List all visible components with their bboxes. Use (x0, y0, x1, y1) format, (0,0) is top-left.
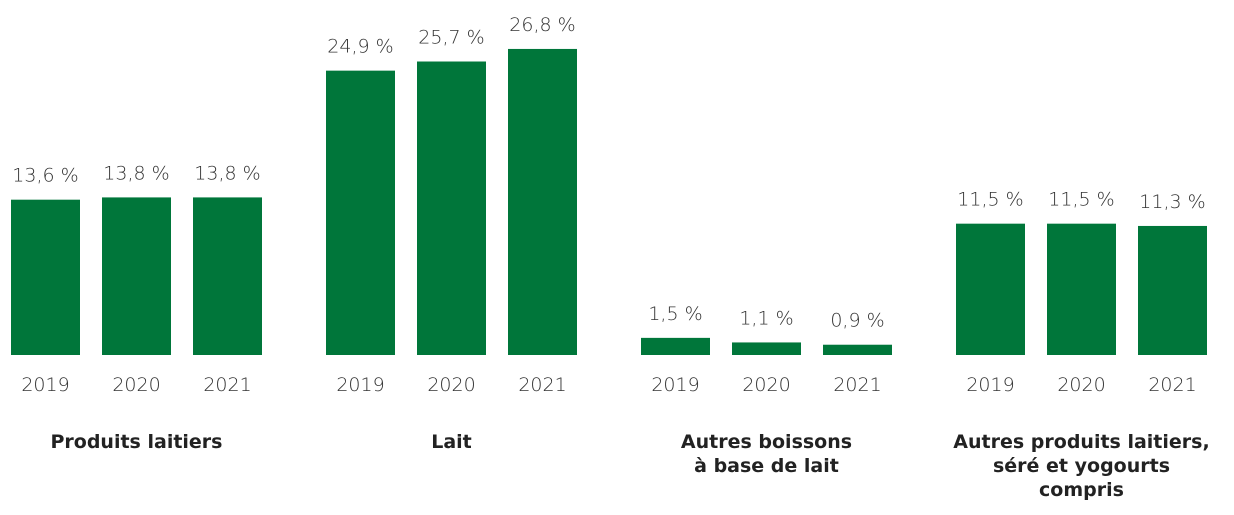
value-label: 13,8 % (194, 162, 260, 184)
category-label: Autres produits laitiers, séré et yogour… (953, 431, 1210, 501)
bar (508, 48, 577, 355)
year-label: 2019 (21, 374, 69, 396)
value-label: 11,5 % (1048, 189, 1114, 211)
bar (326, 70, 395, 355)
bar (823, 344, 892, 355)
year-label: 2021 (1148, 374, 1196, 396)
bar (11, 199, 80, 355)
bar (193, 197, 262, 355)
value-label: 24,9 % (327, 36, 393, 58)
year-label: 2019 (966, 374, 1014, 396)
value-label: 26,8 % (509, 14, 575, 36)
bar (956, 223, 1025, 355)
year-label: 2020 (742, 374, 790, 396)
bar (641, 337, 710, 355)
value-label: 11,5 % (957, 189, 1023, 211)
value-label: 11,3 % (1139, 191, 1205, 213)
year-label: 2020 (427, 374, 475, 396)
value-label: 1,1 % (739, 307, 793, 329)
year-label: 2019 (651, 374, 699, 396)
category-label: Produits laitiers (50, 431, 223, 453)
value-label: 25,7 % (418, 27, 484, 49)
bar (1138, 225, 1207, 355)
bar (732, 342, 801, 355)
year-label: 2019 (336, 374, 384, 396)
bar (1047, 223, 1116, 355)
value-label: 13,6 % (12, 165, 78, 187)
category-label: Lait (431, 431, 472, 453)
value-label: 1,5 % (648, 303, 702, 325)
value-label: 0,9 % (830, 310, 884, 332)
year-label: 2020 (112, 374, 160, 396)
value-label: 13,8 % (103, 162, 169, 184)
year-label: 2021 (518, 374, 566, 396)
year-label: 2020 (1057, 374, 1105, 396)
year-label: 2021 (833, 374, 881, 396)
bar (417, 61, 486, 355)
year-label: 2021 (203, 374, 251, 396)
bar (102, 197, 171, 355)
category-label: Autres boissons à base de lait (680, 431, 853, 477)
